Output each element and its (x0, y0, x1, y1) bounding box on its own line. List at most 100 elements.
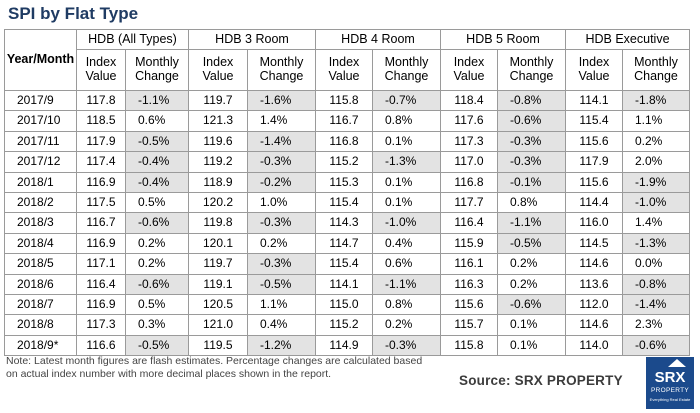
monthly-change-cell: -1.3% (622, 232, 690, 255)
index-value-cell: 118.9 (188, 171, 248, 193)
house-roof-icon (668, 359, 686, 367)
index-value-cell: 116.8 (315, 130, 373, 153)
index-value-header: Index Value (565, 49, 623, 91)
index-value-cell: 114.5 (565, 232, 623, 255)
index-value-header: Index Value (315, 49, 373, 91)
monthly-change-cell: -0.6% (497, 110, 566, 132)
index-value-cell: 120.2 (188, 191, 248, 214)
index-value-cell: 115.4 (315, 253, 373, 275)
index-value-cell: 117.4 (76, 151, 126, 173)
monthly-change-cell: -1.3% (372, 151, 441, 173)
index-value-header: Index Value (76, 49, 126, 91)
index-value-cell: 116.6 (76, 334, 126, 357)
month-cell: 2018/8 (4, 314, 77, 336)
monthly-change-cell: -1.2% (247, 334, 316, 357)
index-value-cell: 119.2 (188, 151, 248, 173)
footnote: Note: Latest month figures are flash est… (6, 355, 423, 381)
index-value-cell: 116.9 (76, 171, 126, 193)
index-value-cell: 115.7 (440, 314, 498, 336)
month-cell: 2018/7 (4, 293, 77, 316)
monthly-change-cell: -0.3% (497, 130, 566, 153)
monthly-change-cell: -1.1% (497, 212, 566, 234)
monthly-change-header: Monthly Change (247, 49, 316, 91)
index-value-cell: 114.9 (315, 334, 373, 357)
index-value-cell: 114.6 (565, 253, 623, 275)
monthly-change-cell: 0.5% (125, 293, 189, 316)
table-row: 2018/3 116.7 -0.6% 119.8 -0.3% 114.3 -1.0% 116.… (4, 212, 690, 234)
index-value-cell: 120.1 (188, 232, 248, 255)
monthly-change-cell: 0.2% (125, 253, 189, 275)
index-value-cell: 119.5 (188, 334, 248, 357)
monthly-change-cell: -1.4% (622, 293, 690, 316)
monthly-change-cell: -0.5% (497, 232, 566, 255)
table-row: 2017/12 117.4 -0.4% 119.2 -0.3% 115.2 -1.3% 117… (4, 151, 690, 173)
index-value-header: Index Value (188, 49, 248, 91)
sub-header-row: Index Value Monthly Change Index Value Mont… (5, 49, 690, 91)
monthly-change-cell: -0.6% (497, 293, 566, 316)
index-value-cell: 120.5 (188, 293, 248, 316)
monthly-change-cell: 0.2% (497, 253, 566, 275)
monthly-change-cell: -1.0% (372, 212, 441, 234)
index-value-cell: 117.9 (565, 151, 623, 173)
index-value-cell: 121.0 (188, 314, 248, 336)
monthly-change-cell: -0.3% (247, 212, 316, 234)
index-value-cell: 116.1 (440, 253, 498, 275)
table-body: 2017/9 117.8 -1.1% 119.7 -1.6% 115.8 -0.7% 118.… (4, 89, 690, 357)
index-value-cell: 113.6 (565, 273, 623, 295)
monthly-change-cell: -1.8% (622, 89, 690, 112)
monthly-change-cell: 0.6% (125, 110, 189, 132)
index-value-cell: 119.7 (188, 253, 248, 275)
group-header: HDB Executive (565, 29, 690, 50)
monthly-change-cell: 1.4% (247, 110, 316, 132)
index-value-cell: 115.4 (315, 191, 373, 214)
group-header-row: Year/Month HDB (All Types) HDB 3 Room HD… (4, 29, 690, 91)
table-row: 2018/2 117.5 0.5% 120.2 1.0% 115.4 0.1% 117.7 0.… (4, 191, 690, 214)
monthly-change-cell: 0.8% (372, 293, 441, 316)
logo-tagline: Everything Real Estate (649, 397, 691, 402)
month-cell: 2018/3 (4, 212, 77, 234)
index-value-cell: 115.0 (315, 293, 373, 316)
month-cell: 2018/9* (4, 334, 77, 357)
monthly-change-cell: 0.1% (372, 191, 441, 214)
monthly-change-cell: 0.8% (372, 110, 441, 132)
index-value-cell: 121.3 (188, 110, 248, 132)
monthly-change-cell: -1.4% (247, 130, 316, 153)
index-value-cell: 119.6 (188, 130, 248, 153)
table-row: 2017/9 117.8 -1.1% 119.7 -1.6% 115.8 -0.7% 118.… (4, 89, 690, 112)
index-value-cell: 116.8 (440, 171, 498, 193)
monthly-change-cell: -0.5% (247, 273, 316, 295)
monthly-change-header: Monthly Change (125, 49, 189, 91)
index-value-cell: 115.6 (565, 130, 623, 153)
index-value-cell: 117.1 (76, 253, 126, 275)
monthly-change-cell: 0.1% (372, 171, 441, 193)
monthly-change-cell: 1.1% (247, 293, 316, 316)
index-value-cell: 116.7 (76, 212, 126, 234)
monthly-change-cell: -1.9% (622, 171, 690, 193)
source-label: Source: SRX PROPERTY (459, 373, 623, 388)
table-row: 2018/7 116.9 0.5% 120.5 1.1% 115.0 0.8% 115.6 -0… (4, 293, 690, 316)
index-value-cell: 117.0 (440, 151, 498, 173)
monthly-change-cell: 0.2% (247, 232, 316, 255)
spi-table: Year/Month HDB (All Types) HDB 3 Room HD… (4, 29, 690, 357)
monthly-change-cell: -0.5% (125, 130, 189, 153)
index-value-cell: 115.6 (565, 171, 623, 193)
index-value-cell: 117.9 (76, 130, 126, 153)
monthly-change-cell: 1.1% (622, 110, 690, 132)
monthly-change-cell: 0.4% (247, 314, 316, 336)
index-value-cell: 115.8 (315, 89, 373, 112)
monthly-change-cell: 0.6% (372, 253, 441, 275)
monthly-change-cell: -1.1% (125, 89, 189, 112)
year-month-header: Year/Month (4, 29, 77, 91)
monthly-change-cell: -0.3% (372, 334, 441, 357)
index-value-cell: 116.3 (440, 273, 498, 295)
index-value-cell: 115.8 (440, 334, 498, 357)
index-value-cell: 116.9 (76, 293, 126, 316)
index-value-cell: 114.4 (565, 191, 623, 214)
monthly-change-cell: -0.4% (125, 171, 189, 193)
monthly-change-cell: -1.6% (247, 89, 316, 112)
index-value-cell: 119.1 (188, 273, 248, 295)
index-value-cell: 114.1 (315, 273, 373, 295)
index-value-cell: 117.6 (440, 110, 498, 132)
monthly-change-header: Monthly Change (622, 49, 690, 91)
index-value-cell: 116.0 (565, 212, 623, 234)
